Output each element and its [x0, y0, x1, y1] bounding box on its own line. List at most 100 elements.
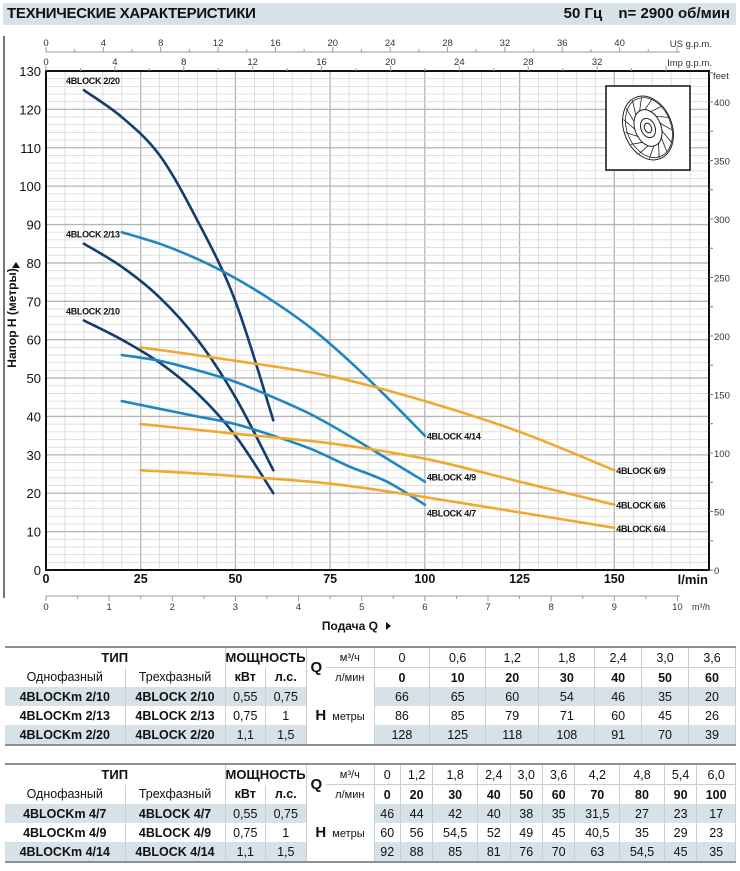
- curve-4block-6-6: [139, 422, 616, 506]
- h-unit: метры: [332, 711, 365, 723]
- flow-m3h-cell: 3,6: [542, 763, 576, 785]
- m3h-tick-label: 8: [549, 602, 554, 613]
- y-axis-title: Напор H (метры): [5, 268, 19, 367]
- plot-frame: [45, 70, 710, 571]
- curve-4block-6-9: [139, 346, 616, 472]
- flow-lmin-cell: 90: [664, 784, 698, 804]
- h-symbol: H: [315, 707, 327, 724]
- y-tick-label: 0: [34, 563, 41, 578]
- head-value-cell: 71: [538, 706, 596, 725]
- head-value-cell: 86: [374, 706, 431, 725]
- x-tick-label: 150: [604, 572, 625, 586]
- imp-gpm-tick-label: 8: [181, 57, 186, 68]
- x-tick-label: 25: [134, 572, 148, 586]
- head-value-cell: 45: [664, 842, 698, 863]
- head-value-cell: 70: [542, 842, 576, 863]
- y-tick-label: 90: [27, 218, 41, 233]
- us-gpm-tick-label: 36: [557, 38, 568, 49]
- head-value-cell: 46: [374, 804, 401, 823]
- curve-4block-2-13: [82, 242, 275, 472]
- head-value-cell: 85: [429, 706, 487, 725]
- power-hp: 1: [265, 706, 307, 725]
- impeller-vane: [623, 119, 635, 130]
- head-value-cell: 66: [374, 687, 431, 706]
- us-gpm-tick-label: 28: [442, 38, 453, 49]
- x-tick-label: 0: [43, 572, 50, 586]
- power-kw: 1,1: [225, 725, 267, 746]
- us-gpm-tick-label: 8: [158, 38, 163, 49]
- kw-header: кВт: [225, 667, 267, 687]
- head-value-cell: 108: [538, 725, 596, 746]
- flow-lmin-cell: 20: [485, 667, 540, 687]
- m3h-unit-label: m³/h: [692, 602, 710, 612]
- head-value-cell: 79: [485, 706, 540, 725]
- imp-gpm-unit-label: Imp g.p.m.: [667, 58, 712, 69]
- hp-header: л.с.: [265, 784, 307, 804]
- feet-tick-label: 100: [714, 449, 730, 460]
- flow-lmin-cell: 40: [477, 784, 511, 804]
- three-phase-model: 4BLOCK 2/13: [125, 706, 226, 725]
- single-phase-model: 4BLOCKm 2/20: [5, 725, 126, 746]
- single-phase-model: 4BLOCKm 4/14: [5, 842, 126, 863]
- title-bar: ТЕХНИЧЕСКИЕ ХАРАКТЕРИСТИКИ 50 Гц n= 2900…: [3, 3, 736, 25]
- power-hp: 0,75: [265, 804, 307, 823]
- imp-gpm-tick-label: 24: [454, 57, 465, 68]
- flow-lmin-cell: 50: [641, 667, 690, 687]
- us-gpm-unit-label: US g.p.m.: [670, 39, 712, 50]
- q-unit-lmin: л/мин: [326, 784, 375, 804]
- chart-curves: 4BLOCK 2/20 4BLOCK 2/13 4BLOCK 2/10 4BLOCK …: [66, 76, 666, 534]
- flow-m3h-cell: 3,6: [688, 646, 736, 668]
- single-phase-model: 4BLOCKm 4/7: [5, 804, 126, 823]
- curve-label: 4BLOCK 2/10: [66, 307, 120, 317]
- flow-lmin-cell: 30: [538, 667, 596, 687]
- feet-unit-label: feet: [713, 71, 729, 82]
- three-phase-model: 4BLOCK 2/10: [125, 687, 226, 706]
- y-tick-label: 130: [19, 64, 41, 79]
- head-value-cell: 17: [696, 804, 736, 823]
- head-value-cell: 35: [641, 687, 690, 706]
- curve-label: 4BLOCK 2/20: [66, 76, 120, 86]
- head-value-cell: 35: [696, 842, 736, 863]
- feet-tick-label: 200: [714, 332, 730, 343]
- x-tick-label: 50: [228, 572, 242, 586]
- x-axis-title: Подача Q: [322, 619, 378, 633]
- q-unit-lmin: л/мин: [326, 667, 375, 687]
- curve-label: 4BLOCK 6/6: [616, 501, 665, 511]
- head-value-cell: 31,5: [574, 804, 621, 823]
- head-value-cell: 23: [664, 804, 698, 823]
- us-gpm-tick-label: 40: [614, 38, 625, 49]
- flow-lmin-cell: 70: [574, 784, 621, 804]
- flow-m3h-cell: 4,2: [574, 763, 621, 785]
- feet-tick-label: 300: [714, 215, 730, 226]
- flow-m3h-cell: 6,0: [696, 763, 736, 785]
- head-value-cell: 40: [477, 804, 511, 823]
- head-value-cell: 88: [400, 842, 434, 863]
- head-value-cell: 56: [400, 823, 434, 842]
- flow-lmin-cell: 60: [542, 784, 576, 804]
- x-tick-label: 100: [414, 572, 435, 586]
- curve-4block-2-20: [82, 88, 275, 422]
- us-gpm-tick-label: 0: [43, 38, 48, 49]
- three-phase-header: Трехфазный: [125, 667, 226, 687]
- head-value-cell: 118: [485, 725, 540, 746]
- flow-lmin-cell: 0: [374, 784, 401, 804]
- impeller-vane: [659, 122, 673, 131]
- m3h-tick-label: 7: [485, 602, 490, 613]
- impeller-outer-ring-inner: [625, 97, 673, 158]
- curve-4block-2-10: [82, 319, 275, 495]
- power-header: МОЩНОСТЬ: [225, 646, 307, 668]
- m3h-tick-label: 4: [296, 602, 301, 613]
- type-header: ТИП: [5, 646, 226, 668]
- impeller-vane: [644, 99, 653, 110]
- head-value-cell: 42: [432, 804, 479, 823]
- head-value-cell: 125: [429, 725, 487, 746]
- head-value-cell: 49: [510, 823, 543, 842]
- single-phase-header: Однофазный: [5, 667, 126, 687]
- curve-label: 4BLOCK 4/14: [427, 432, 481, 442]
- head-value-cell: 35: [619, 823, 665, 842]
- head-value-cell: 46: [594, 687, 643, 706]
